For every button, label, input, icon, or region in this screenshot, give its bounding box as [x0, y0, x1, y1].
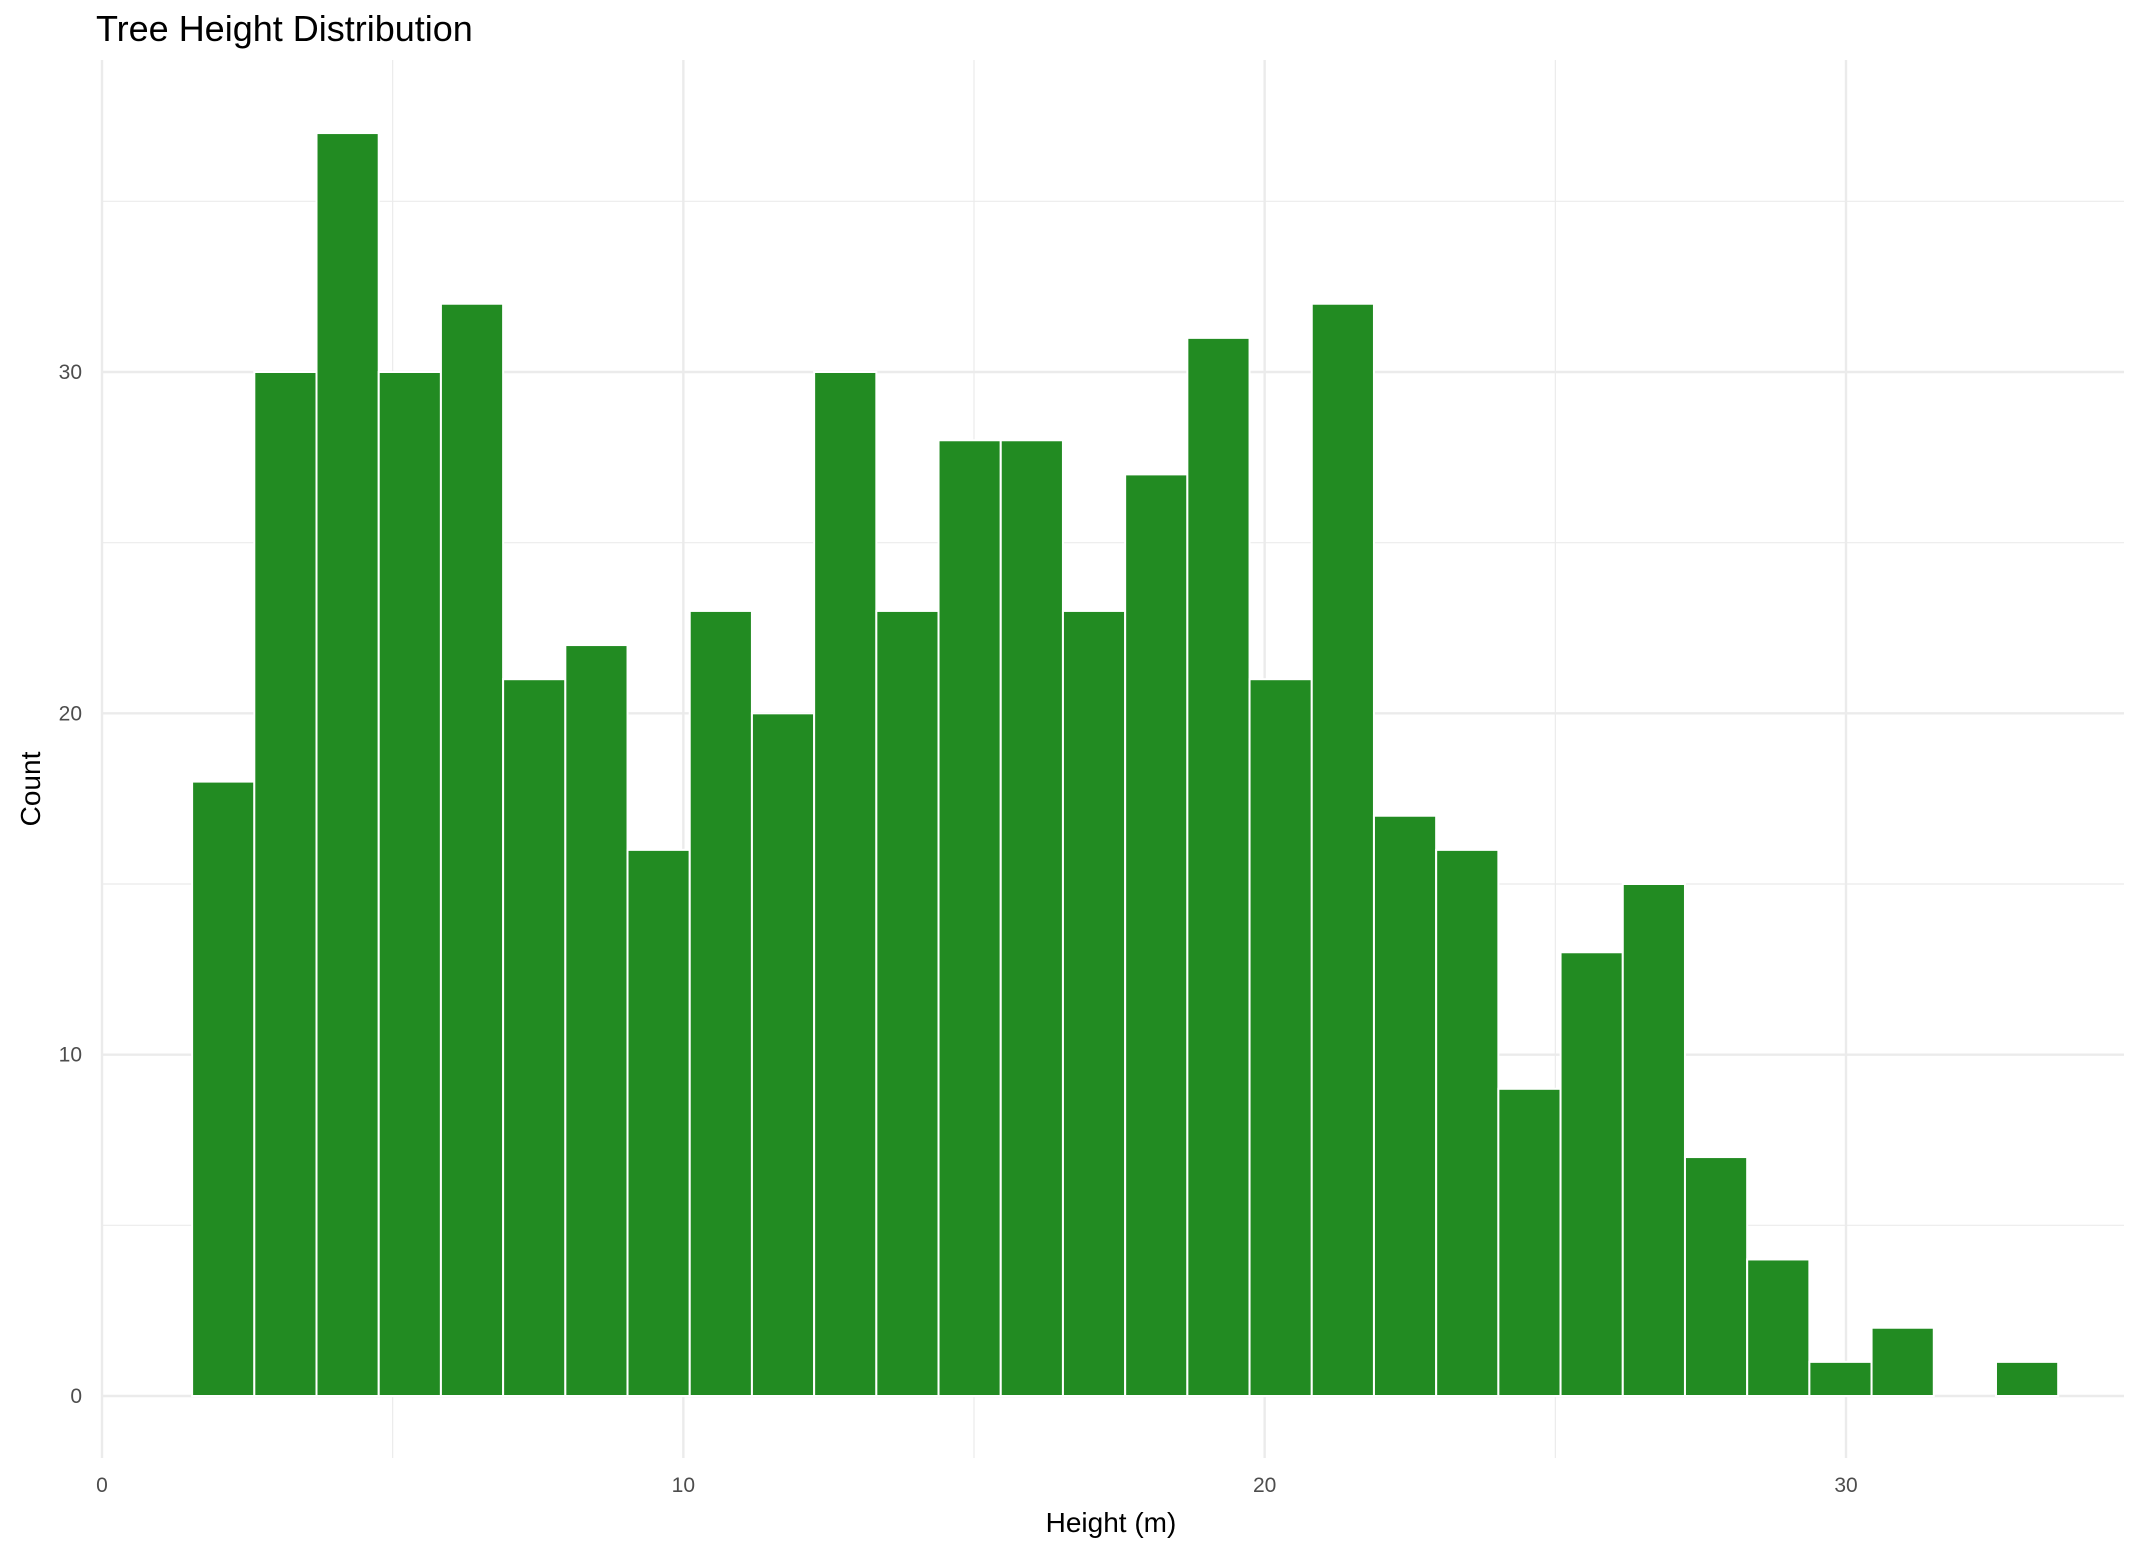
y-tick-label: 30	[59, 361, 82, 384]
x-tick-label: 30	[1834, 1474, 1857, 1497]
y-axis-ticks: 0 10 20 30	[59, 361, 82, 1408]
histogram-bar	[1310, 302, 1375, 1398]
histogram-bar	[564, 644, 629, 1397]
histogram-bar	[1061, 609, 1127, 1397]
histogram-bar	[937, 439, 1002, 1397]
x-axis-ticks: 0 10 20 30	[96, 1474, 1858, 1497]
histogram-bar	[1186, 336, 1251, 1397]
x-tick-label: 20	[1253, 1474, 1276, 1497]
histogram-bar	[1621, 883, 1686, 1397]
y-tick-label: 0	[70, 1385, 82, 1408]
histogram-bar	[1683, 1156, 1749, 1397]
histogram-bars	[191, 132, 2060, 1398]
histogram-bar	[253, 371, 318, 1397]
x-tick-label: 10	[672, 1474, 695, 1497]
histogram-bar	[191, 780, 256, 1397]
histogram-bar	[1559, 951, 1624, 1397]
histogram-bar	[502, 678, 567, 1397]
histogram-bar	[1497, 1087, 1562, 1398]
histogram-bar	[315, 132, 380, 1398]
y-tick-label: 20	[59, 702, 82, 725]
histogram-bar	[1248, 678, 1313, 1397]
histogram-bar	[750, 712, 816, 1397]
histogram-bar	[1994, 1360, 2060, 1398]
histogram-bar	[813, 371, 878, 1397]
y-axis-title: Count	[15, 751, 46, 826]
histogram-bar	[1372, 814, 1438, 1397]
x-axis-title: Height (m)	[1046, 1507, 1177, 1538]
histogram-bar	[688, 609, 753, 1397]
histogram-bar	[1746, 1258, 1811, 1398]
histogram-bar	[999, 439, 1064, 1397]
histogram-bar	[875, 609, 940, 1397]
histogram-bar	[1124, 473, 1189, 1397]
histogram-bar	[626, 848, 691, 1397]
histogram-bar	[439, 302, 505, 1398]
histogram-bar	[1435, 848, 1500, 1397]
histogram-bar	[1808, 1360, 1873, 1398]
y-tick-label: 10	[59, 1044, 82, 1067]
histogram-bar	[1870, 1326, 1935, 1397]
histogram-bar	[377, 371, 442, 1397]
x-tick-label: 0	[96, 1474, 108, 1497]
chart-title: Tree Height Distribution	[96, 8, 473, 49]
